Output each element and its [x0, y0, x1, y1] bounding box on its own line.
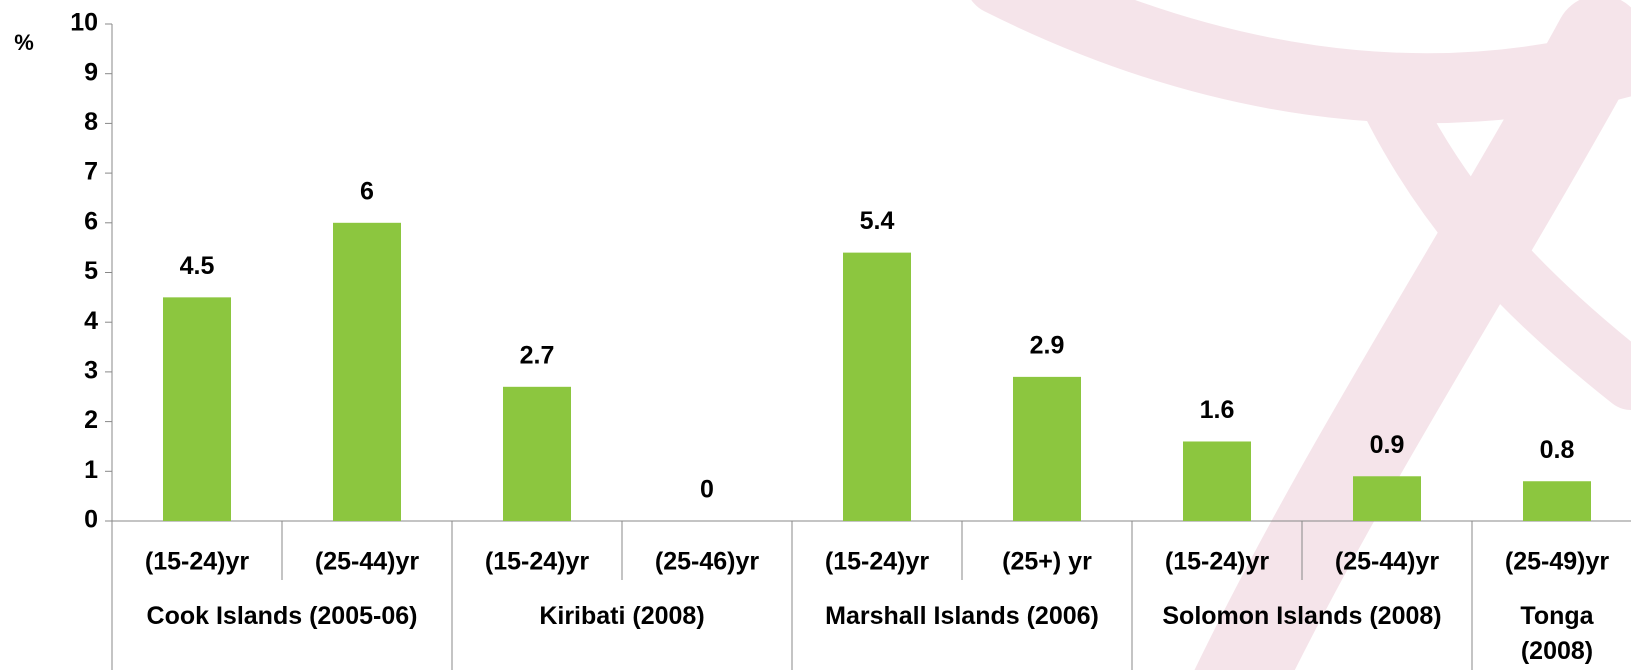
bar: [333, 222, 401, 522]
bar: [1013, 376, 1081, 521]
y-tick-label: 8: [84, 108, 98, 136]
group-label: Kiribati (2008): [539, 602, 705, 630]
y-tick-label: 7: [84, 158, 98, 186]
x-tick-label: (25-49)yr: [1505, 548, 1609, 576]
data-label: 0: [700, 476, 714, 504]
data-label: 2.9: [1030, 331, 1065, 359]
y-tick-label: 9: [84, 58, 98, 86]
data-label: 1.6: [1200, 396, 1235, 424]
x-tick-label: (25-44)yr: [315, 548, 419, 576]
x-tick-label: (15-24)yr: [485, 548, 589, 576]
bar: [163, 297, 231, 521]
bar: [1523, 481, 1591, 521]
group-label: Solomon Islands (2008): [1162, 602, 1442, 630]
data-label: 2.7: [520, 341, 555, 369]
y-tick-label: 3: [84, 357, 98, 385]
group-label: Marshall Islands (2006): [825, 602, 1099, 630]
bar: [843, 252, 911, 521]
x-tick-label: (15-24)yr: [825, 548, 929, 576]
y-tick-label: 5: [84, 257, 98, 285]
x-tick-label: (15-24)yr: [145, 548, 249, 576]
y-tick-label: 6: [84, 207, 98, 235]
y-tick-label: 0: [84, 506, 98, 534]
data-label: 4.5: [180, 252, 215, 280]
data-label: 5.4: [860, 207, 895, 235]
group-label: Tonga (2008): [1520, 602, 1594, 665]
y-tick-label: 10: [70, 9, 98, 37]
y-axis-label: %: [14, 30, 34, 55]
x-tick-label: (25-46)yr: [655, 548, 759, 576]
x-tick-label: (25-44)yr: [1335, 548, 1439, 576]
data-label: 0.8: [1540, 436, 1575, 464]
bar: [1183, 441, 1251, 521]
y-tick-label: 4: [84, 307, 98, 335]
bar: [1353, 476, 1421, 521]
y-tick-label: 2: [84, 406, 98, 434]
x-tick-label: (15-24)yr: [1165, 548, 1269, 576]
data-label: 6: [360, 177, 374, 205]
x-tick-label: (25+) yr: [1002, 548, 1092, 576]
y-tick-label: 1: [84, 456, 98, 484]
data-label: 0.9: [1370, 431, 1405, 459]
group-label: Cook Islands (2005-06): [146, 602, 418, 630]
background-ribbon: [971, 0, 1631, 670]
bar: [503, 386, 571, 521]
